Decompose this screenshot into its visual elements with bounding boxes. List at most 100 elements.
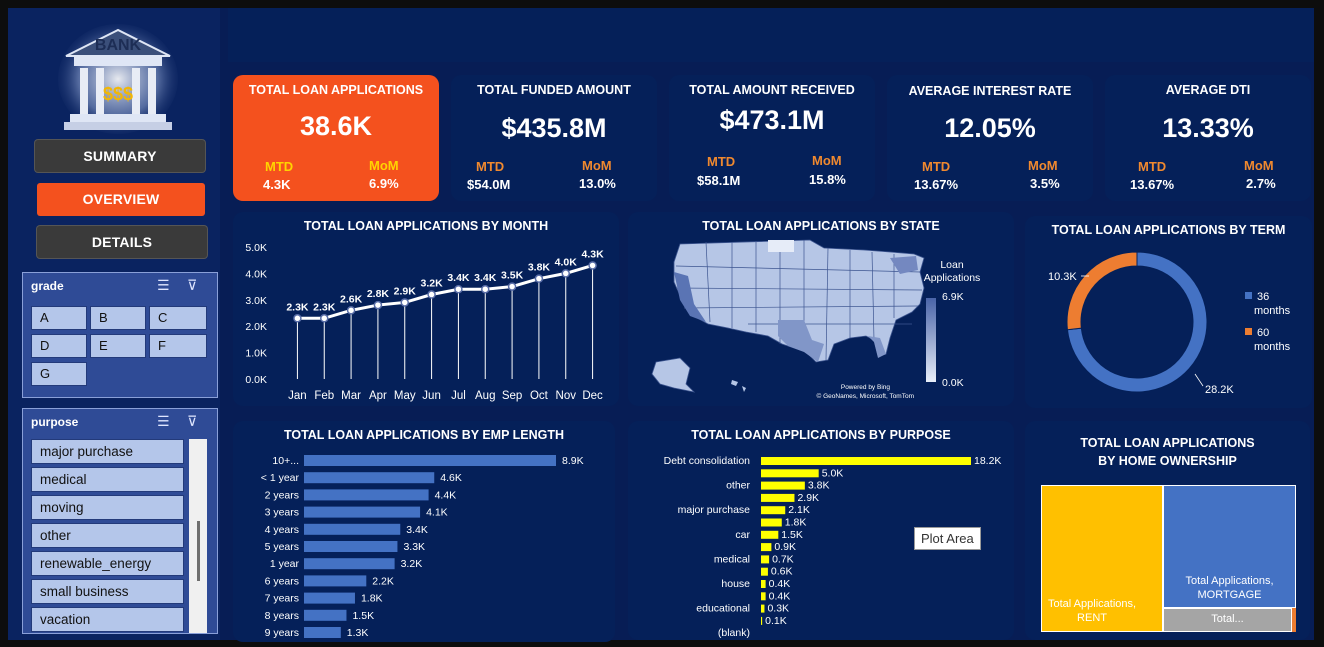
state-california[interactable] bbox=[674, 272, 706, 322]
bar[interactable] bbox=[304, 609, 347, 621]
data-point[interactable] bbox=[481, 284, 490, 294]
grade-chip-d[interactable]: D bbox=[31, 334, 87, 358]
state-texas[interactable] bbox=[778, 320, 824, 362]
data-point[interactable] bbox=[507, 282, 517, 291]
data-point[interactable] bbox=[400, 298, 409, 307]
state-new-york[interactable] bbox=[890, 256, 918, 274]
purpose-chip-renewable-energy[interactable]: renewable_energy bbox=[31, 551, 184, 576]
bar[interactable] bbox=[304, 472, 435, 484]
grade-chip-b[interactable]: B bbox=[90, 306, 146, 330]
state-florida[interactable] bbox=[868, 336, 886, 358]
treemap-other[interactable] bbox=[1292, 608, 1296, 632]
kpi-mom-label: MoM bbox=[369, 158, 399, 173]
clear-filter-icon[interactable]: ⊽ bbox=[187, 277, 198, 293]
bar[interactable] bbox=[304, 455, 556, 466]
data-label: 0.6K bbox=[771, 566, 793, 578]
summary-button[interactable]: SUMMARY bbox=[35, 140, 205, 172]
bar[interactable] bbox=[304, 489, 429, 501]
bar[interactable] bbox=[761, 567, 768, 576]
bar[interactable] bbox=[761, 543, 772, 552]
grade-chip-c[interactable]: C bbox=[149, 306, 207, 330]
us-map: Loan Applications 6.9K 0.0K Powered by B… bbox=[651, 239, 980, 400]
data-point[interactable] bbox=[561, 269, 570, 278]
kpi-total-funded: TOTAL FUNDED AMOUNT $435.8M MTD $54.0M M… bbox=[451, 75, 657, 201]
grade-chip-g[interactable]: G bbox=[31, 362, 87, 386]
data-point[interactable] bbox=[534, 274, 544, 283]
grade-chip-f[interactable]: F bbox=[149, 334, 207, 358]
data-label: 1.5K bbox=[781, 529, 803, 541]
category-label: 9 years bbox=[265, 627, 299, 639]
purpose-chip-vacation[interactable]: vacation bbox=[31, 607, 184, 632]
data-label: 3.4K bbox=[406, 524, 428, 536]
purpose-chip-medical[interactable]: medical bbox=[31, 467, 184, 492]
bar[interactable] bbox=[304, 592, 355, 604]
bar[interactable] bbox=[761, 518, 782, 527]
chart-title: TOTAL LOAN APPLICATIONS bbox=[1080, 436, 1255, 450]
kpi-mom-value: 3.5% bbox=[1030, 176, 1060, 191]
bar[interactable] bbox=[761, 457, 971, 465]
data-point[interactable] bbox=[346, 306, 356, 315]
bar[interactable] bbox=[304, 523, 401, 535]
bar[interactable] bbox=[761, 592, 766, 601]
bar[interactable] bbox=[304, 575, 367, 587]
bar[interactable] bbox=[761, 481, 805, 490]
bar[interactable] bbox=[761, 493, 795, 502]
data-point[interactable] bbox=[373, 300, 383, 310]
donut-slice[interactable] bbox=[1066, 251, 1138, 331]
bar[interactable] bbox=[761, 604, 765, 613]
multi-select-icon[interactable]: ☰ bbox=[157, 277, 170, 293]
treemap-label: Total... bbox=[1211, 613, 1244, 625]
bar[interactable] bbox=[761, 469, 819, 478]
overview-button[interactable]: OVERVIEW bbox=[37, 183, 205, 216]
bar[interactable] bbox=[304, 541, 398, 552]
legend-swatch bbox=[1245, 292, 1252, 299]
data-label: 0.1K bbox=[765, 615, 787, 627]
state-alaska[interactable] bbox=[651, 357, 696, 393]
x-tick-label: Dec bbox=[582, 390, 603, 402]
grade-chip-a[interactable]: A bbox=[31, 306, 87, 330]
bar[interactable] bbox=[761, 555, 770, 564]
x-tick-label: Jan bbox=[288, 390, 307, 402]
donut-slice[interactable] bbox=[1066, 251, 1208, 393]
data-point[interactable] bbox=[454, 284, 463, 294]
purpose-scroll-thumb[interactable] bbox=[197, 521, 200, 581]
treemap-rent[interactable]: Total Applications, RENT bbox=[1041, 485, 1163, 632]
bar[interactable] bbox=[761, 616, 763, 625]
y-tick-label: 1.0K bbox=[245, 348, 267, 360]
details-button[interactable]: DETAILS bbox=[37, 226, 207, 258]
purpose-chip-moving[interactable]: moving bbox=[31, 495, 184, 520]
category-label: 1 year bbox=[270, 558, 300, 570]
bar[interactable] bbox=[304, 627, 341, 638]
state-hawaii[interactable] bbox=[731, 380, 746, 392]
kpi-total-received: TOTAL AMOUNT RECEIVED $473.1M MTD $58.1M… bbox=[669, 75, 875, 201]
x-tick-label: Mar bbox=[341, 390, 361, 402]
data-point[interactable] bbox=[293, 314, 302, 323]
data-point[interactable] bbox=[320, 314, 329, 323]
bar[interactable] bbox=[761, 530, 779, 539]
chart-by-state: TOTAL LOAN APPLICATIONS BY STATE bbox=[628, 212, 1014, 406]
series-line bbox=[297, 264, 594, 320]
kpi-title: TOTAL AMOUNT RECEIVED bbox=[689, 83, 855, 97]
category-label: other bbox=[726, 480, 750, 492]
data-label: 4.1K bbox=[426, 507, 448, 519]
grade-chip-e[interactable]: E bbox=[90, 334, 146, 358]
data-point[interactable] bbox=[427, 290, 436, 299]
bar[interactable] bbox=[761, 580, 766, 588]
purpose-chip-other[interactable]: other bbox=[31, 523, 184, 548]
clear-filter-icon[interactable]: ⊽ bbox=[187, 413, 198, 429]
bar[interactable] bbox=[761, 506, 786, 515]
treemap-label: Total Applications, bbox=[1185, 575, 1274, 587]
treemap-mortgage[interactable]: Total Applications, MORTGAGE bbox=[1163, 485, 1296, 608]
data-label: 4.3K bbox=[581, 248, 604, 260]
state-north-dakota[interactable] bbox=[768, 240, 794, 252]
chart-subtitle: BY HOME OWNERSHIP bbox=[1098, 454, 1237, 468]
multi-select-icon[interactable]: ☰ bbox=[157, 413, 170, 429]
data-point[interactable] bbox=[588, 261, 597, 270]
purpose-chip-major-purchase[interactable]: major purchase bbox=[31, 439, 184, 464]
bar[interactable] bbox=[304, 506, 421, 518]
bank-logo: BANK $$$ bbox=[58, 24, 178, 134]
kpi-value: 12.05% bbox=[944, 113, 1036, 143]
bar[interactable] bbox=[304, 558, 395, 570]
purpose-chip-small-business[interactable]: small business bbox=[31, 579, 184, 604]
treemap-own[interactable]: Total... bbox=[1163, 608, 1292, 632]
